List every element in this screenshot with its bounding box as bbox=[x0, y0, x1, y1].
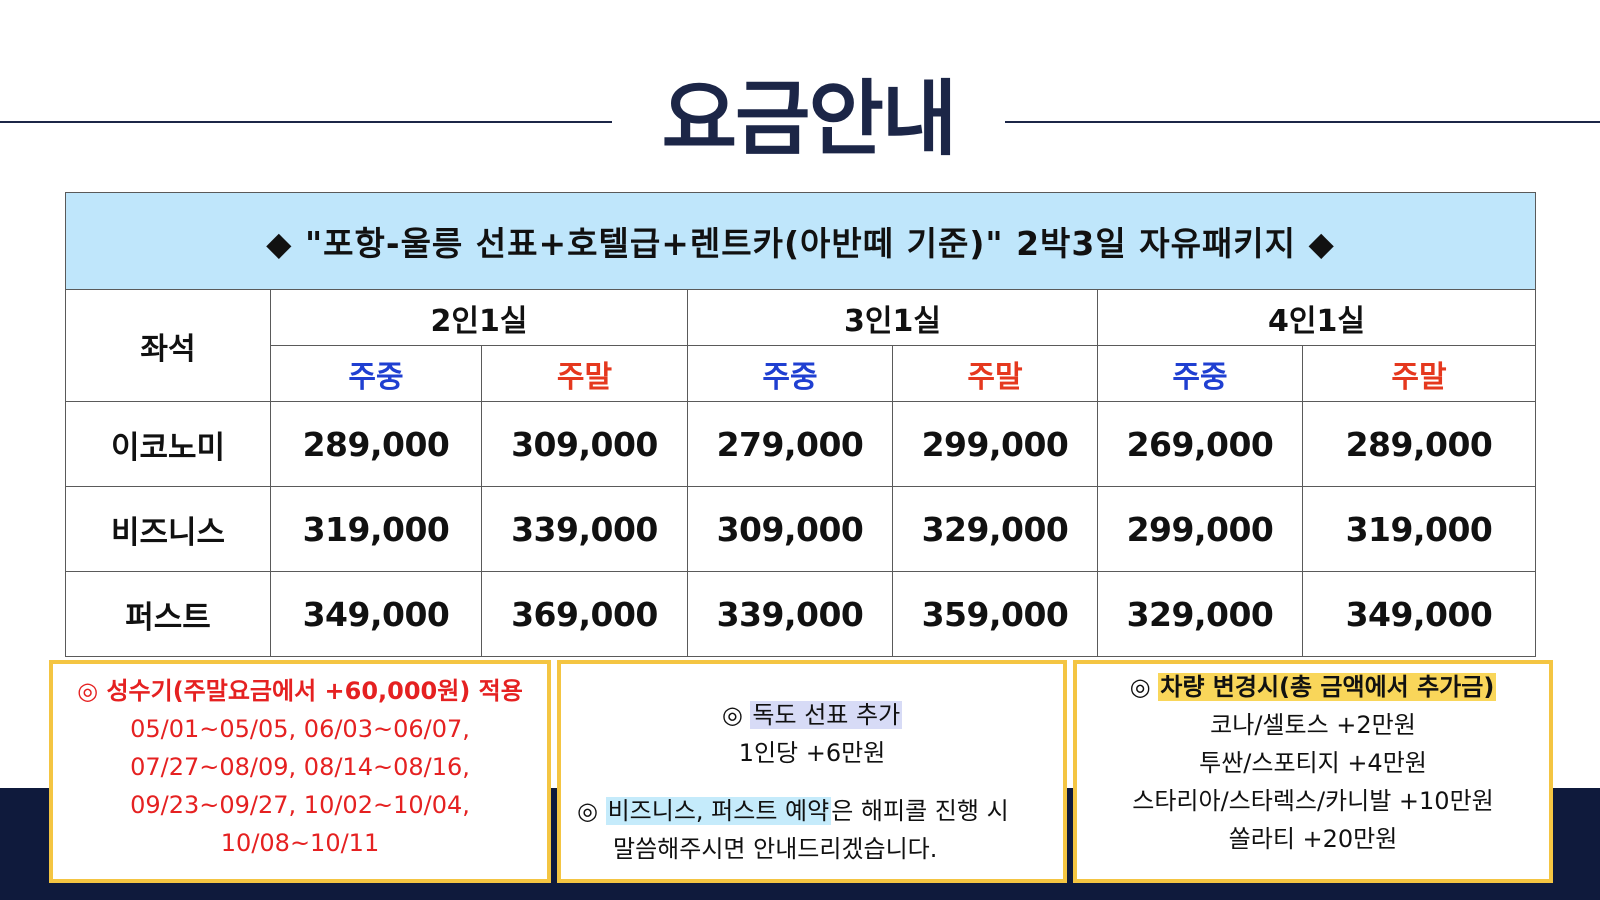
price-cell: 349,000 bbox=[1301, 571, 1537, 657]
car-option: 투싼/스포티지 +4만원 bbox=[1199, 749, 1427, 777]
group-header-4person: 4인1실 bbox=[1096, 289, 1537, 346]
seat-header: 좌석 bbox=[65, 289, 271, 402]
price-cell: 369,000 bbox=[481, 571, 688, 657]
price-cell: 289,000 bbox=[270, 401, 482, 487]
subheader-weekend: 주말 bbox=[1301, 345, 1537, 402]
price-cell: 349,000 bbox=[270, 571, 482, 657]
car-option: 쏠라티 +20만원 bbox=[1228, 825, 1398, 853]
price-cell: 329,000 bbox=[1097, 571, 1303, 657]
peak-season-dates: 09/23~09/27, 10/02~10/04, bbox=[130, 791, 470, 819]
peak-season-dates: 10/08~10/11 bbox=[220, 829, 380, 857]
table-row: 비즈니스 319,000 339,000 309,000 329,000 299… bbox=[65, 486, 1537, 572]
price-cell: 309,000 bbox=[687, 486, 893, 572]
price-cell: 319,000 bbox=[1301, 486, 1537, 572]
dokdo-price: 1인당 +6만원 bbox=[738, 739, 886, 767]
peak-season-title: ◎ 성수기(주말요금에서 +60,000원) 적용 bbox=[77, 677, 523, 705]
note-bullet: ◎ bbox=[577, 797, 598, 825]
price-cell: 339,000 bbox=[687, 571, 893, 657]
dokdo-title: 독도 선표 추가 bbox=[750, 701, 903, 729]
row-label-business: 비즈니스 bbox=[65, 486, 271, 572]
reserve-highlight: 비즈니스, 퍼스트 예약 bbox=[605, 797, 832, 825]
peak-season-note: ◎ 성수기(주말요금에서 +60,000원) 적용 05/01~05/05, 0… bbox=[49, 660, 551, 883]
page-title: 요금안내 bbox=[661, 72, 958, 167]
car-upgrade-note: ◎ 차량 변경시(총 금액에서 추가금) 코나/셀토스 +2만원 투싼/스포티지… bbox=[1073, 660, 1553, 883]
price-cell: 319,000 bbox=[270, 486, 482, 572]
price-cell: 299,000 bbox=[1097, 486, 1303, 572]
price-cell: 359,000 bbox=[892, 571, 1098, 657]
price-cell: 299,000 bbox=[892, 401, 1098, 487]
subheader-weekday: 주중 bbox=[270, 345, 482, 402]
reserve-text-line2: 말씀해주시면 안내드리겠습니다. bbox=[613, 835, 938, 863]
price-table: ◆ "포항-울릉 선표+호텔급+렌트카(아반떼 기준)" 2박3일 자유패키지 … bbox=[64, 192, 1537, 657]
group-header-3person: 3인1실 bbox=[687, 289, 1098, 346]
peak-season-dates: 05/01~05/05, 06/03~06/07, bbox=[130, 715, 470, 743]
reserve-text: 은 해피콜 진행 시 bbox=[831, 797, 1009, 825]
title-divider-left bbox=[0, 121, 612, 123]
title-divider-right bbox=[1005, 121, 1600, 123]
price-cell: 329,000 bbox=[892, 486, 1098, 572]
price-cell: 339,000 bbox=[481, 486, 688, 572]
peak-season-dates: 07/27~08/09, 08/14~08/16, bbox=[130, 753, 470, 781]
price-cell: 269,000 bbox=[1097, 401, 1303, 487]
subheader-weekend: 주말 bbox=[481, 345, 688, 402]
car-option: 스타리아/스타렉스/카니발 +10만원 bbox=[1132, 787, 1494, 815]
price-cell: 289,000 bbox=[1301, 401, 1537, 487]
row-label-economy: 이코노미 bbox=[65, 401, 271, 487]
group-header-2person: 2인1실 bbox=[270, 289, 688, 346]
package-banner: ◆ "포항-울릉 선표+호텔급+렌트카(아반떼 기준)" 2박3일 자유패키지 … bbox=[64, 192, 1537, 290]
subheader-weekday: 주중 bbox=[1097, 345, 1303, 402]
price-cell: 279,000 bbox=[687, 401, 893, 487]
row-label-first: 퍼스트 bbox=[65, 571, 271, 657]
note-bullet: ◎ bbox=[1129, 673, 1151, 701]
dokdo-note: ◎ 독도 선표 추가 1인당 +6만원 ◎ 비즈니스, 퍼스트 예약은 해피콜 … bbox=[557, 660, 1067, 883]
car-option: 코나/셀토스 +2만원 bbox=[1210, 711, 1416, 739]
note-bullet: ◎ bbox=[721, 701, 743, 729]
table-row: 이코노미 289,000 309,000 279,000 299,000 269… bbox=[65, 401, 1537, 487]
price-cell: 309,000 bbox=[481, 401, 688, 487]
subheader-weekend: 주말 bbox=[892, 345, 1098, 402]
table-row: 퍼스트 349,000 369,000 339,000 359,000 329,… bbox=[65, 571, 1537, 657]
car-upgrade-title: 차량 변경시(총 금액에서 추가금) bbox=[1158, 673, 1497, 701]
subheader-weekday: 주중 bbox=[687, 345, 893, 402]
